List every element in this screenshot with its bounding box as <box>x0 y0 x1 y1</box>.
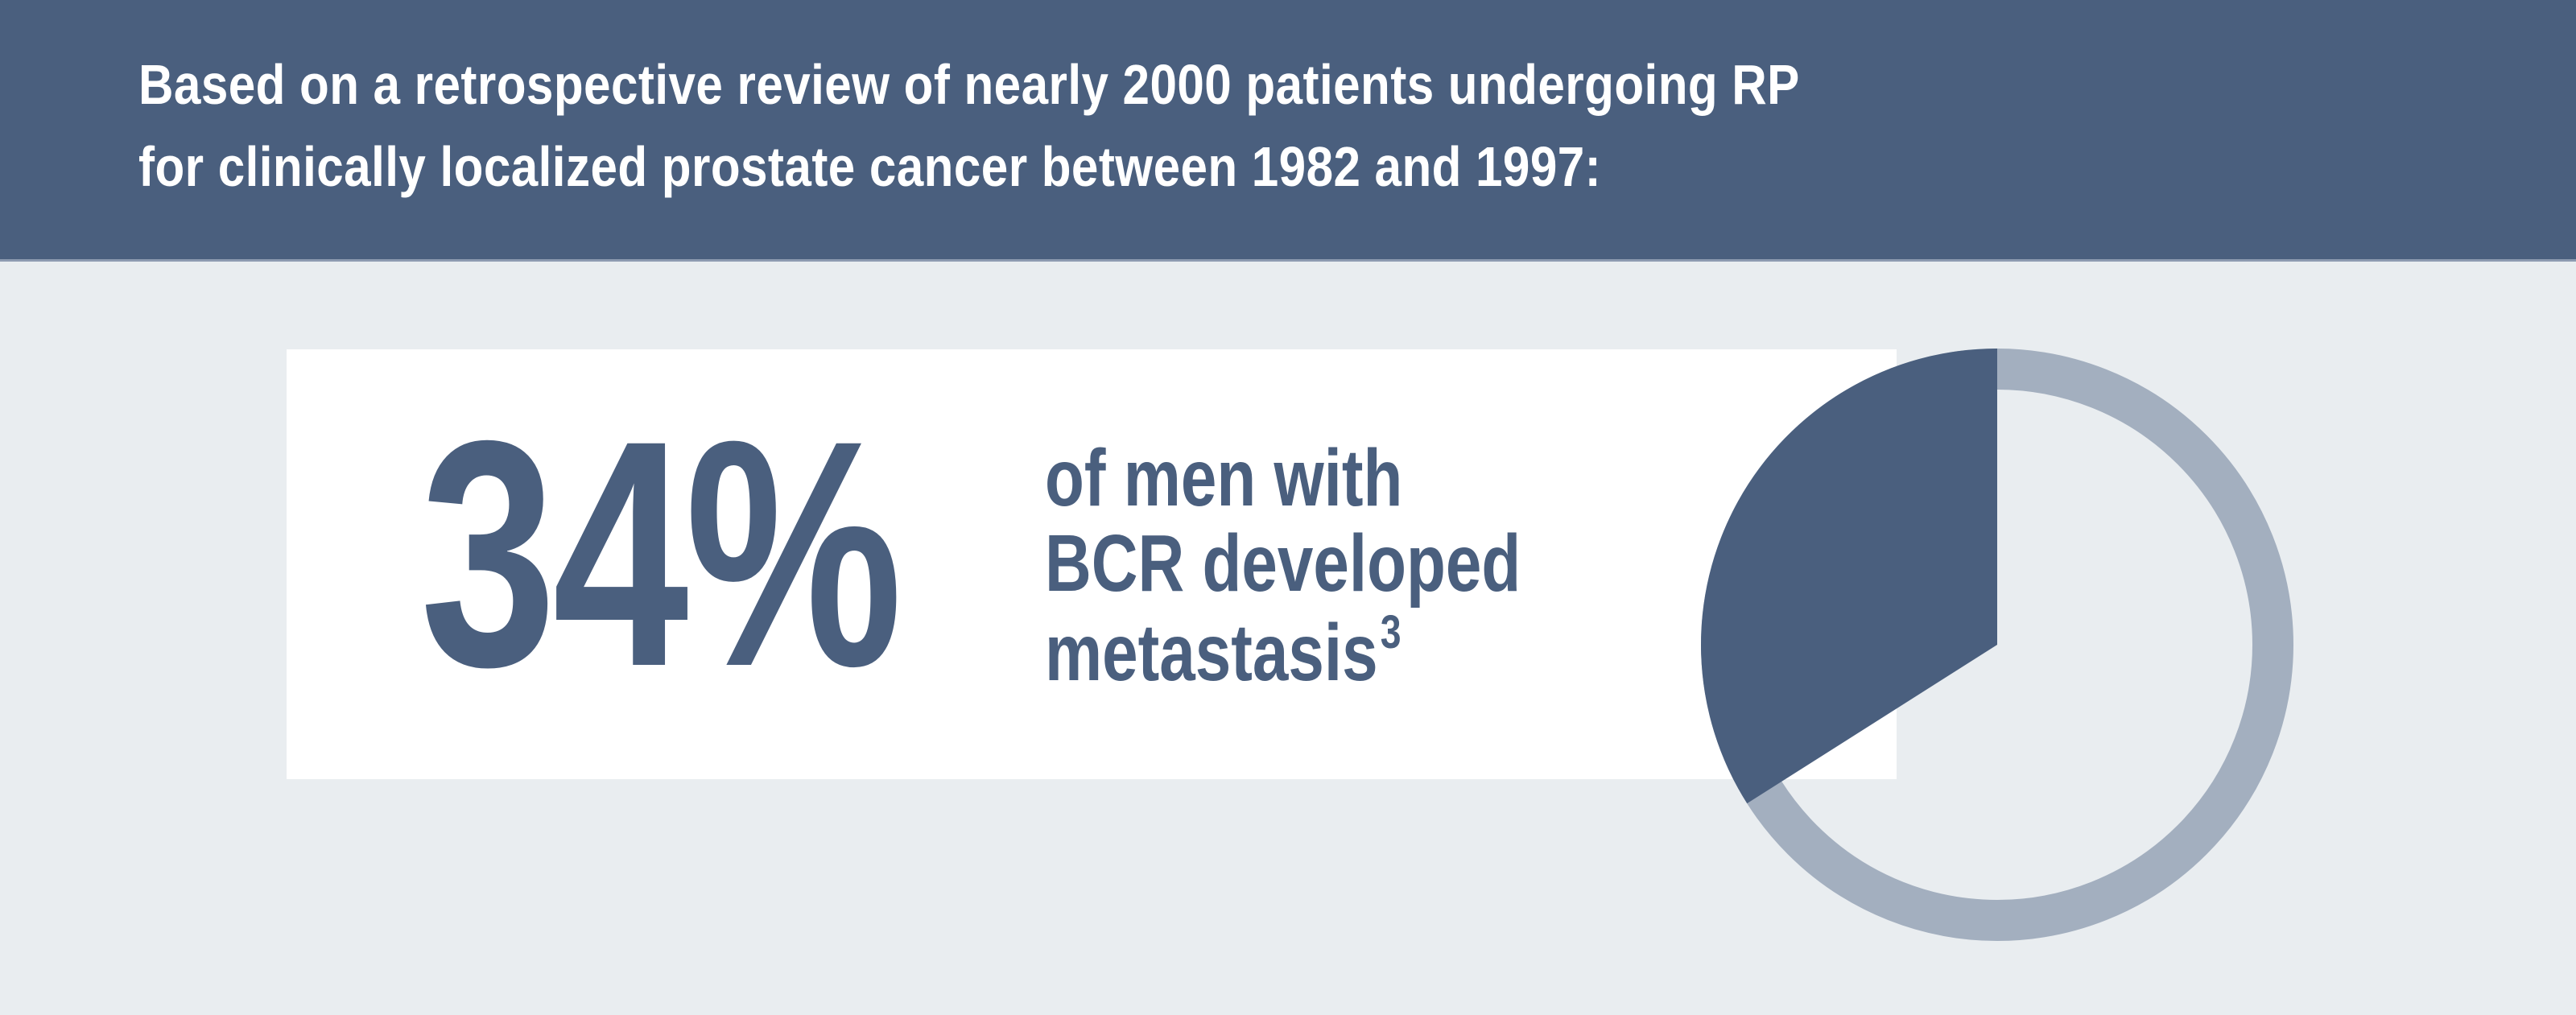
header-text-line-2: for clinically localized prostate cancer… <box>138 135 1602 198</box>
stat-description-line-3: metastasis3 <box>1045 609 1402 694</box>
stat-value: 34% <box>420 373 902 733</box>
stat-card <box>287 349 1897 779</box>
stat-description-line-2: BCR developed <box>1045 518 1521 609</box>
header-banner <box>0 0 2576 262</box>
footnote-reference: 3 <box>1380 606 1402 658</box>
pie-slice-metastasis <box>1701 349 1997 804</box>
header-text-line-1: Based on a retrospective review of nearl… <box>138 53 1800 116</box>
stat-description-line-1: of men with <box>1045 433 1403 523</box>
stat-description-text: metastasis <box>1045 608 1378 698</box>
